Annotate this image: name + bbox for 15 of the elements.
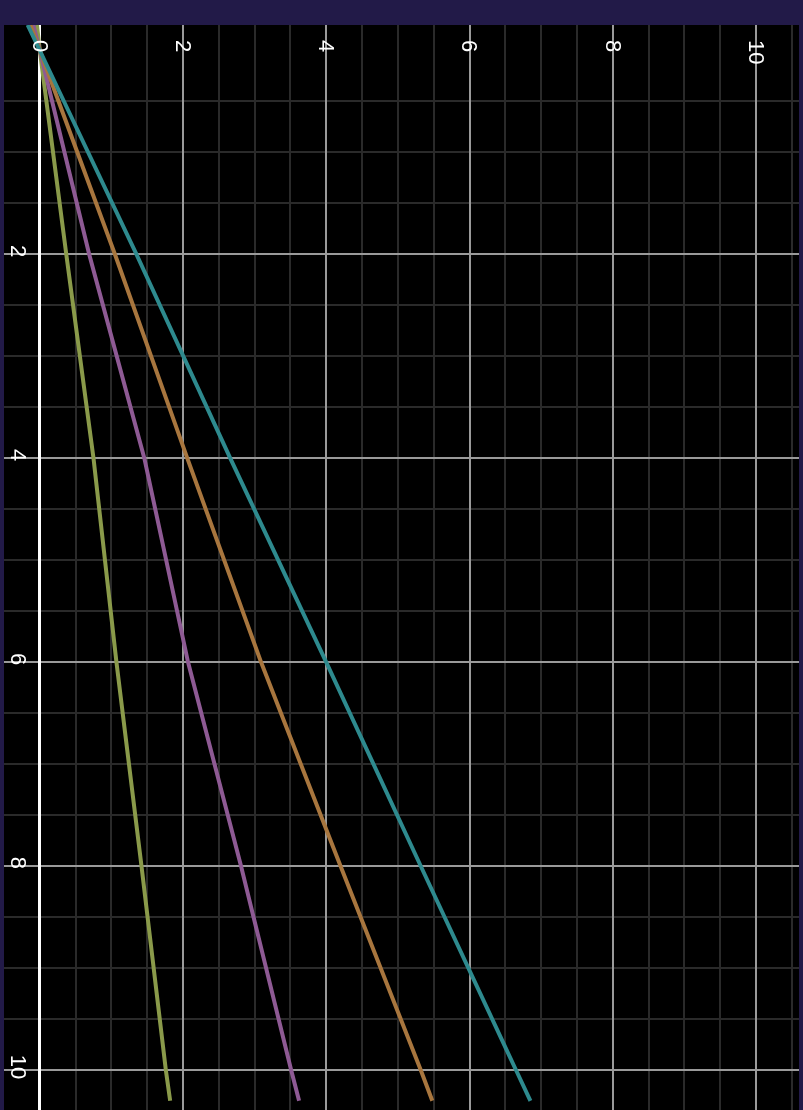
line-series (28, 25, 435, 1103)
y-tick-label: 4 (6, 448, 32, 462)
line-series (34, 25, 173, 1103)
y-tick-label: 6 (6, 652, 32, 666)
line-series (31, 25, 302, 1103)
line-series (25, 25, 533, 1103)
y-tick-label: 10 (6, 1054, 32, 1080)
x-tick-label: 10 (743, 40, 769, 65)
x-tick-label: 0 (27, 40, 53, 53)
x-tick-label: 8 (600, 40, 626, 53)
x-tick-label: 6 (457, 40, 483, 53)
x-tick-label: 4 (314, 40, 340, 53)
y-tick-label: 8 (6, 856, 32, 870)
x-tick-label: 2 (170, 40, 196, 53)
y-tick-label: 2 (6, 245, 32, 258)
